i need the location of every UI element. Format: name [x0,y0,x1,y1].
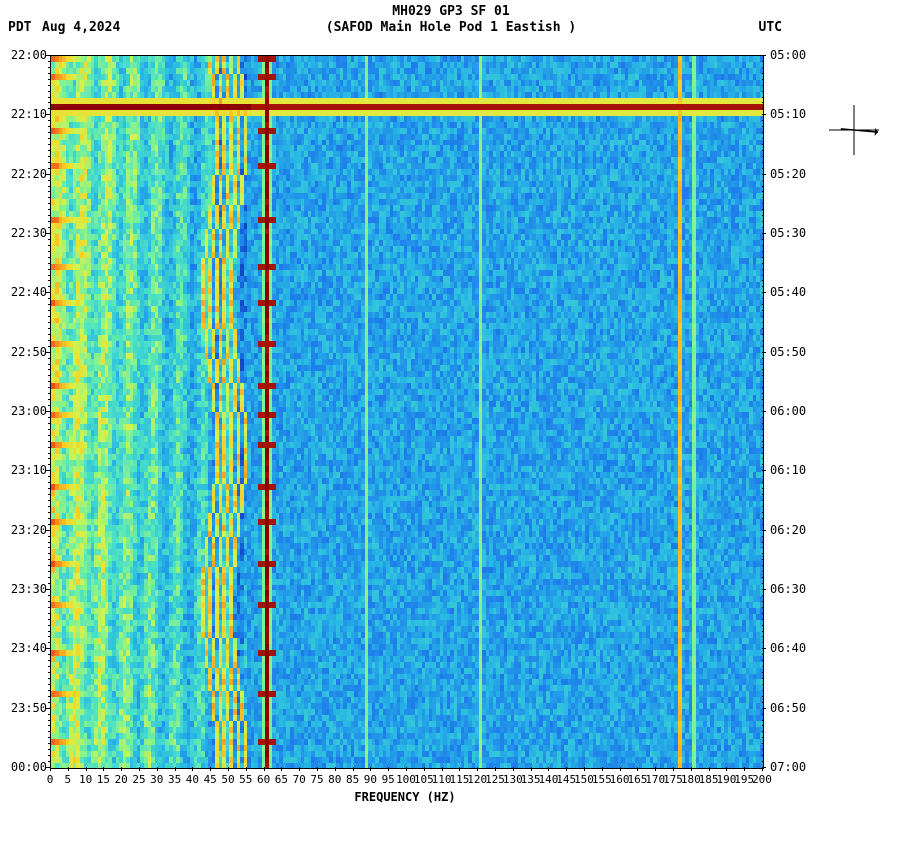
y-tick-left: 23:00 [11,404,47,418]
y-tick-right: 05:00 [770,48,806,62]
x-tick: 30 [150,773,163,786]
y-tick-right: 06:20 [770,523,806,537]
x-tick: 10 [79,773,92,786]
x-tick: 50 [221,773,234,786]
timezone-right: UTC [759,20,782,35]
compass-icon [824,100,884,160]
y-tick-right: 06:10 [770,463,806,477]
y-tick-right: 06:50 [770,701,806,715]
y-tick-right: 07:00 [770,760,806,774]
y-tick-right: 05:40 [770,285,806,299]
y-tick-left: 23:20 [11,523,47,537]
x-tick: 60 [257,773,270,786]
x-tick: 200 [752,773,772,786]
y-tick-right: 06:00 [770,404,806,418]
x-tick: 65 [275,773,288,786]
x-tick: 75 [310,773,323,786]
y-tick-left: 00:00 [11,760,47,774]
y-tick-right: 06:30 [770,582,806,596]
x-tick: 70 [293,773,306,786]
x-tick: 95 [382,773,395,786]
spectrogram-canvas [51,56,763,768]
x-tick: 85 [346,773,359,786]
y-tick-left: 22:50 [11,345,47,359]
x-tick: 55 [239,773,252,786]
y-tick-left: 22:40 [11,285,47,299]
y-tick-left: 22:20 [11,167,47,181]
x-tick: 45 [204,773,217,786]
y-tick-left: 23:50 [11,701,47,715]
chart-title: MH029 GP3 SF 01 [0,4,902,19]
x-tick: 15 [97,773,110,786]
x-tick: 5 [64,773,71,786]
y-tick-left: 23:30 [11,582,47,596]
x-tick: 80 [328,773,341,786]
y-tick-left: 22:00 [11,48,47,62]
y-tick-right: 05:30 [770,226,806,240]
x-tick: 25 [132,773,145,786]
x-tick: 0 [47,773,54,786]
y-tick-left: 23:40 [11,641,47,655]
x-tick: 40 [186,773,199,786]
y-tick-right: 05:50 [770,345,806,359]
y-tick-right: 05:10 [770,107,806,121]
x-tick: 20 [115,773,128,786]
y-tick-left: 22:30 [11,226,47,240]
spectrogram-plot [50,55,764,769]
y-tick-left: 22:10 [11,107,47,121]
y-tick-left: 23:10 [11,463,47,477]
y-tick-right: 06:40 [770,641,806,655]
date-label: Aug 4,2024 [42,20,120,35]
x-tick: 35 [168,773,181,786]
y-tick-right: 05:20 [770,167,806,181]
x-axis-label: FREQUENCY (HZ) [0,790,810,804]
timezone-left: PDT [8,20,31,35]
x-tick: 90 [364,773,377,786]
